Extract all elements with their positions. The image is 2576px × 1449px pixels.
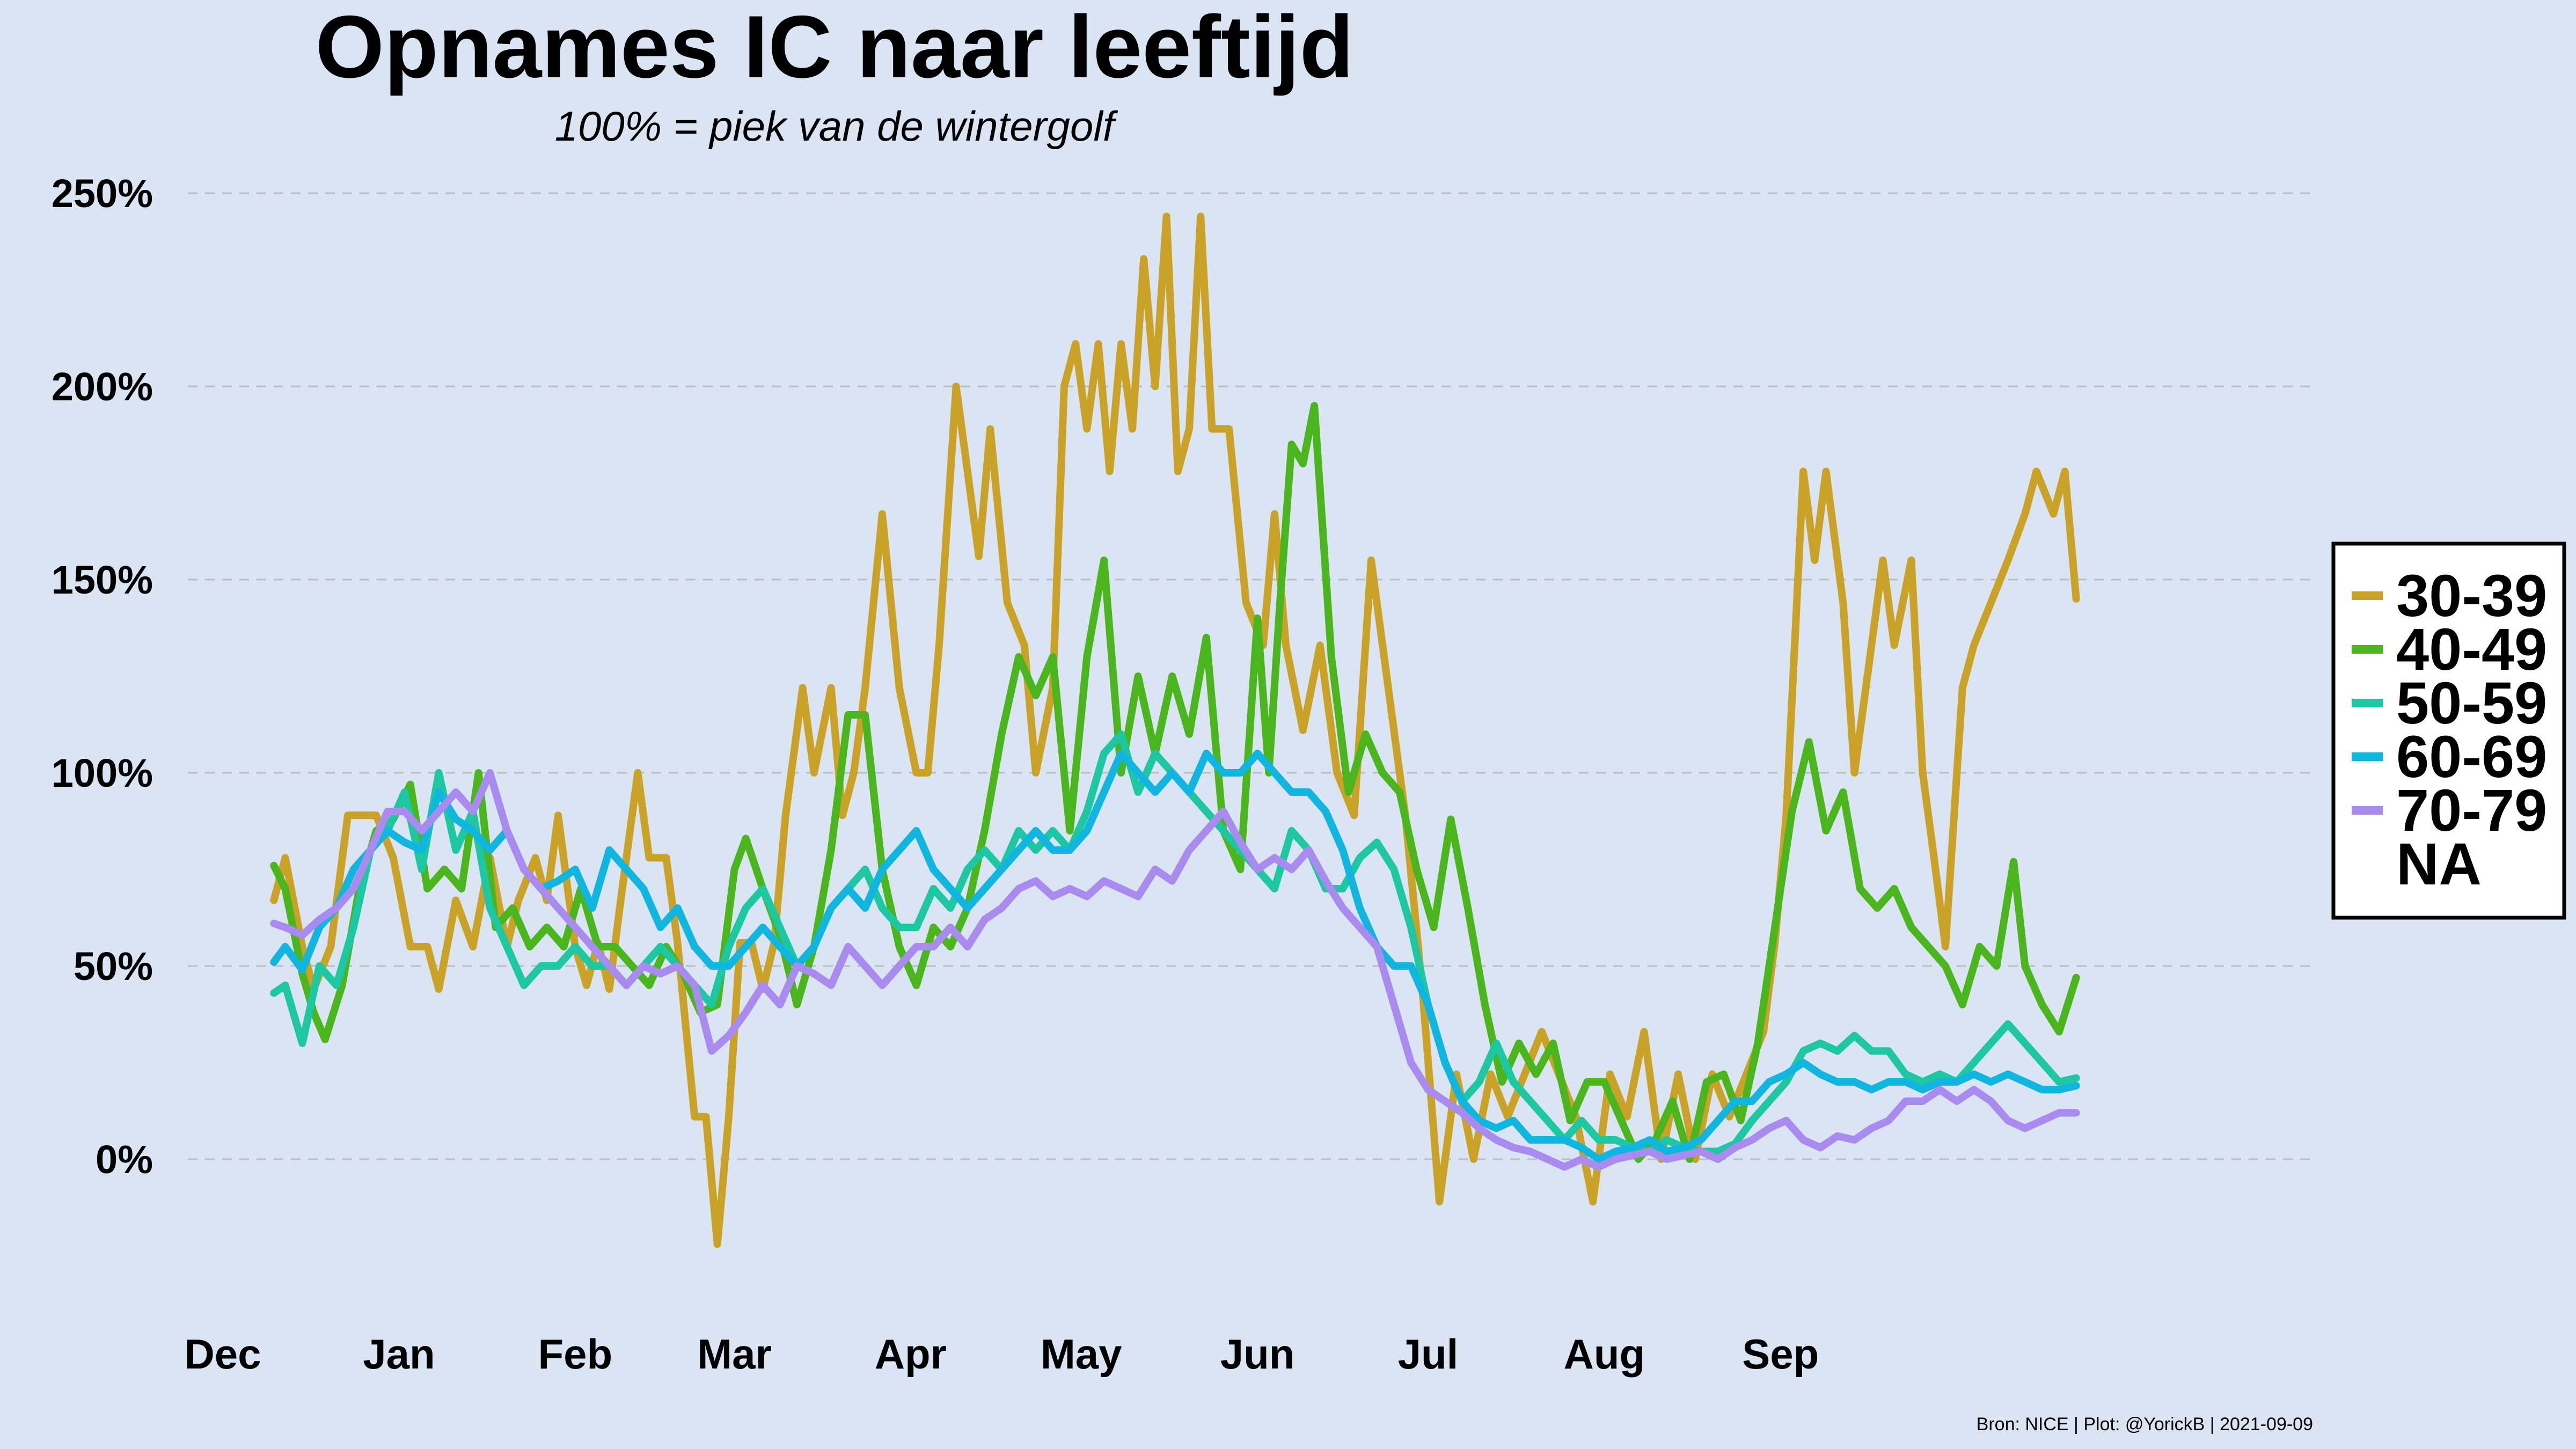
series-line-40-49 [270,402,2080,1163]
legend-label: 50-59 [2396,670,2547,736]
x-tick-label: Jul [1398,1330,1459,1378]
y-tick-label: 250% [52,171,153,216]
x-tick-label: Sep [1742,1330,1819,1378]
y-axis-ticks: 0% 50% 100% 150% 200% 250% [52,171,153,1182]
y-tick-label: 100% [52,751,153,795]
legend-label: 60-69 [2396,724,2547,790]
x-tick-label: May [1041,1330,1122,1378]
source-caption: Bron: NICE | Plot: @YorickB | 2021-09-09 [1976,1414,2313,1435]
series-line-70-79 [270,769,2080,1171]
x-tick-label: Feb [538,1330,612,1378]
legend-label: NA [2396,831,2482,897]
y-tick-label: 200% [52,364,153,409]
x-tick-label: Jun [1220,1330,1295,1378]
legend-label: 30-39 [2396,563,2547,629]
legend-label: 70-79 [2396,778,2547,844]
series-line-50-59 [270,730,2080,1155]
x-axis-ticks: Dec Jan Feb Mar Apr May Jun Jul Aug Sep [184,1330,1819,1378]
series-lines [270,213,2080,1248]
y-tick-label: 50% [74,944,153,989]
chart-subtitle: 100% = piek van de wintergolf [554,103,1115,150]
legend-label: 40-49 [2396,617,2547,683]
x-tick-label: Dec [184,1330,261,1378]
x-tick-label: Jan [363,1330,435,1378]
legend-box [2331,541,2566,920]
chart-title: Opnames IC naar leeftijd [315,0,1354,96]
series-line-30-39 [270,213,2080,1248]
x-tick-label: Aug [1564,1330,1645,1378]
x-tick-label: Mar [697,1330,772,1378]
y-tick-label: 0% [96,1137,153,1182]
y-tick-label: 150% [52,558,153,602]
x-tick-label: Apr [875,1330,947,1378]
series-line-60-69 [270,750,2080,1163]
